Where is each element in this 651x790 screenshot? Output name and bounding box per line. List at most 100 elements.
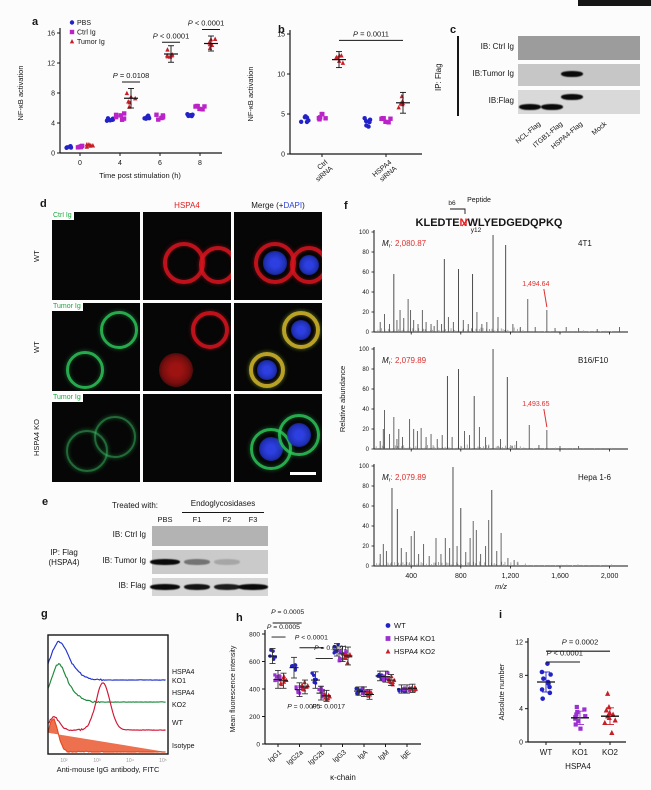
mr-mass-label: Mr: 2,080.87	[382, 239, 427, 250]
dapi-text: DAPI	[283, 201, 303, 210]
svg-text:0: 0	[281, 152, 285, 159]
endoglycosidases-header: Endoglycosidases	[190, 499, 256, 508]
p-value: P = 0.0005	[287, 704, 320, 711]
p-value: P < 0.0001	[295, 635, 328, 642]
panel-label-f: f	[344, 200, 348, 212]
trace-label: Isotype	[172, 743, 195, 750]
svg-text:40: 40	[362, 524, 369, 530]
svg-text:400: 400	[249, 687, 260, 694]
panel-g-flow-histograms: HSPA4 KO1 HSPA4 KO2 WT Isotype 10² 10³ 10⁴ 10⁵Ant…	[47, 634, 195, 774]
blot-band	[184, 584, 210, 590]
micrograph-3-1: Tumor Ig	[52, 394, 140, 482]
trace-label: HSPA4	[172, 669, 195, 676]
row-label: WT	[32, 341, 41, 353]
x-category-label: WT	[540, 748, 553, 757]
panel-label-e: e	[42, 496, 49, 508]
svg-text:4: 4	[118, 160, 122, 167]
flow-trace-HSPA4 KO1	[47, 640, 166, 682]
svg-text:400: 400	[405, 573, 417, 580]
panel-h-scatter-plot: 0 200 400 600 800 Mean fluorescence intensity…	[230, 609, 435, 782]
cell-green-soft	[94, 416, 136, 458]
x-category-label: IgG2b	[307, 749, 326, 767]
panel-label-a: a	[32, 16, 39, 28]
peak-annotation: 1,494.64	[522, 281, 549, 288]
svg-text:0: 0	[51, 151, 55, 158]
x-category-label: IgG3	[332, 749, 348, 764]
blot-row-label: IB:Flag	[488, 96, 514, 105]
svg-text:20: 20	[362, 544, 369, 550]
svg-text:600: 600	[249, 659, 260, 666]
p-value: P < 0.0001	[153, 31, 190, 40]
p-value: P = 0.0091	[314, 645, 347, 652]
x-group-label: HSPA4	[565, 762, 591, 771]
svg-text:80: 80	[362, 250, 369, 256]
micrograph-3-3	[234, 394, 322, 482]
micrograph-1-2	[143, 212, 231, 300]
y-axis-label: Relative abundance	[338, 366, 347, 432]
trace-label: HSPA4	[172, 690, 195, 697]
scale-bar	[290, 472, 316, 475]
panel-f: f KLEDTENWLYEDGEDQPKQ b6 Peptide y12 Relativ…	[336, 194, 651, 606]
p-value: P = 0.0017	[312, 704, 345, 711]
panel-a-scatter-plot: 0 4 8 12 16 0 4 6 8 NF-κB activation Time post sti…	[16, 19, 224, 181]
svg-text:800: 800	[455, 573, 467, 580]
lane-label: F3	[248, 515, 258, 524]
peptide-caption: Peptide	[467, 197, 491, 204]
cell-green-ring	[100, 311, 138, 349]
p-value: P = 0.0108	[113, 71, 150, 80]
cell-merge-yellow-blue	[282, 311, 320, 349]
blot-band	[561, 93, 583, 100]
flow-trace-HSPA4 KO2	[47, 662, 166, 704]
blot-row-label: IB:Tumor Ig	[472, 69, 515, 78]
svg-text:0: 0	[366, 447, 370, 453]
svg-text:10²: 10²	[60, 758, 68, 764]
svg-text:6: 6	[158, 160, 162, 167]
x-category-label: IgA	[357, 749, 370, 761]
treated-with-label: Treated with:	[112, 501, 158, 510]
row-label: WT	[32, 250, 41, 262]
peak-annotation: 1,493.65	[522, 401, 549, 408]
panel-h: h 0 200 400 600 800 Mean fluorescence intensi…	[225, 602, 470, 790]
micrograph-3-2	[143, 394, 231, 482]
row-label: HSPA4 KO	[32, 419, 41, 457]
y-axis-label: Absolute number	[497, 663, 506, 720]
legend-item: WT	[394, 621, 406, 630]
panel-label-d: d	[40, 198, 47, 210]
panel-label-h: h	[236, 612, 243, 624]
blot-row-label: IB: Flag	[118, 581, 146, 590]
stain-tag: Ctrl Ig	[52, 212, 74, 220]
svg-text:100: 100	[359, 230, 370, 236]
cell-line-label: Hepa 1-6	[578, 473, 611, 482]
y-axis-label: NF-κB activation	[246, 66, 255, 121]
panel-label-c: c	[450, 24, 457, 36]
flow-trace-Isotype	[47, 718, 166, 753]
svg-text:100: 100	[359, 464, 370, 470]
svg-text:20: 20	[362, 427, 369, 433]
stain-tag: Tumor Ig	[52, 303, 83, 311]
stain-tag: Tumor Ig	[52, 394, 83, 402]
legend-item: HSPA4 KO1	[394, 634, 435, 643]
svg-text:4: 4	[519, 706, 523, 713]
panel-d: d HSPA4 Merge (+DAPI) WT Ctrl Ig WT Tumor I…	[8, 192, 340, 494]
micrograph-2-2	[143, 303, 231, 391]
legend-item: Ctrl Ig	[77, 30, 96, 37]
legend-item: Tumor Ig	[77, 39, 105, 46]
svg-text:100: 100	[359, 347, 370, 353]
x-category-label: KO2	[602, 748, 619, 757]
svg-text:200: 200	[249, 714, 260, 721]
lane-label: F2	[222, 515, 232, 524]
panel-label-b: b	[278, 24, 285, 36]
micrograph-2-1: Tumor Ig	[52, 303, 140, 391]
x-category-label: IgM	[377, 749, 391, 762]
svg-text:80: 80	[362, 367, 369, 373]
x-axis-label: m/z	[495, 582, 507, 591]
merge-text: Merge (+	[251, 201, 284, 210]
x-category-label: KO1	[572, 748, 589, 757]
panel-e: e Treated with: Endoglycosidases PBS F1 F2 F3…	[8, 496, 344, 610]
svg-text:20: 20	[362, 310, 369, 316]
blot-band	[150, 559, 180, 565]
cell-merge-red-blue	[290, 246, 322, 284]
svg-text:10: 10	[277, 72, 285, 79]
blot-band	[541, 104, 563, 111]
cell-line-label: B16/F10	[578, 356, 609, 365]
